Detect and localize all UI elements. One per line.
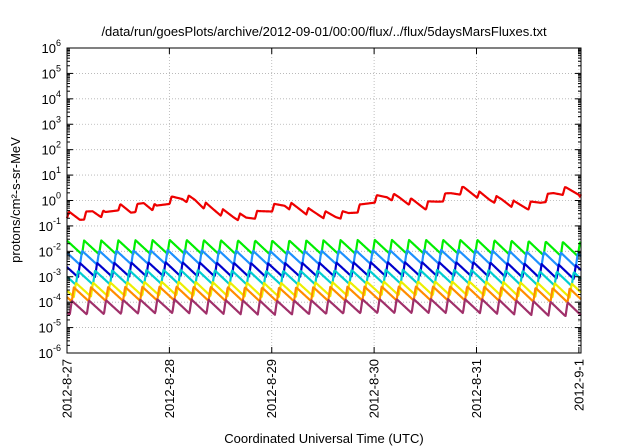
y-tick-exponent: -5: [53, 318, 61, 328]
y-tick-exponent: 0: [56, 191, 61, 201]
series-line: [66, 280, 582, 299]
y-tick-label: 10-5: [39, 318, 61, 336]
x-tick-label: 2012-9-1: [571, 359, 586, 411]
y-tick-label: 10-2: [39, 241, 61, 259]
chart-title: /data/run/goesPlots/archive/2012-09-01/0…: [101, 24, 547, 39]
x-tick-labels: 2012-8-27 2012-8-28 2012-8-29 2012-8-30 2012…: [60, 359, 587, 418]
y-tick-label: 10-3: [39, 267, 61, 285]
series-line: [66, 261, 582, 280]
y-tick-label: 103: [42, 114, 61, 132]
y-tick-label: 10-1: [39, 216, 61, 234]
x-tick-label: 2012-8-27: [60, 359, 75, 418]
y-tick-exponent: 3: [56, 114, 61, 124]
x-tick-label: 2012-8-31: [469, 359, 484, 418]
x-axis-label: Coordinated Universal Time (UTC): [224, 431, 423, 446]
y-tick-exponent: -3: [53, 267, 61, 277]
y-tick-exponent: -1: [53, 216, 61, 226]
series-layer: [65, 185, 582, 318]
y-axis-label: protons/cm²-s-sr-MeV: [8, 137, 23, 263]
y-tick-label: 101: [42, 165, 61, 183]
series-line: [65, 185, 582, 222]
series-line: [66, 268, 582, 287]
y-tick-exponent: 4: [56, 89, 61, 99]
y-tick-exponent: 2: [56, 140, 61, 150]
y-tick-label: 100: [42, 191, 61, 209]
x-tick-label: 2012-8-29: [264, 359, 279, 418]
series-line: [66, 248, 582, 268]
y-tick-exponent: 5: [56, 63, 61, 73]
y-tick-label: 102: [42, 140, 61, 158]
series-line: [66, 298, 582, 318]
axis-ticks: [66, 47, 581, 354]
y-tick-exponent: 6: [56, 38, 61, 48]
y-tick-exponent: 1: [56, 165, 61, 175]
y-tick-labels: 10-610-510-410-310-210-11001011021031041…: [39, 38, 61, 361]
series-line: [66, 238, 582, 258]
series-line: [66, 285, 582, 304]
y-tick-label: 104: [42, 89, 61, 107]
y-tick-label: 10-6: [39, 343, 61, 361]
y-tick-exponent: -6: [53, 343, 61, 353]
x-tick-label: 2012-8-30: [367, 359, 382, 418]
y-tick-exponent: -2: [53, 241, 61, 251]
y-tick-label: 10-4: [39, 292, 61, 310]
y-tick-label: 105: [42, 63, 61, 81]
y-tick-label: 106: [42, 38, 61, 56]
x-tick-label: 2012-8-28: [162, 359, 177, 418]
y-tick-exponent: -4: [53, 292, 61, 302]
